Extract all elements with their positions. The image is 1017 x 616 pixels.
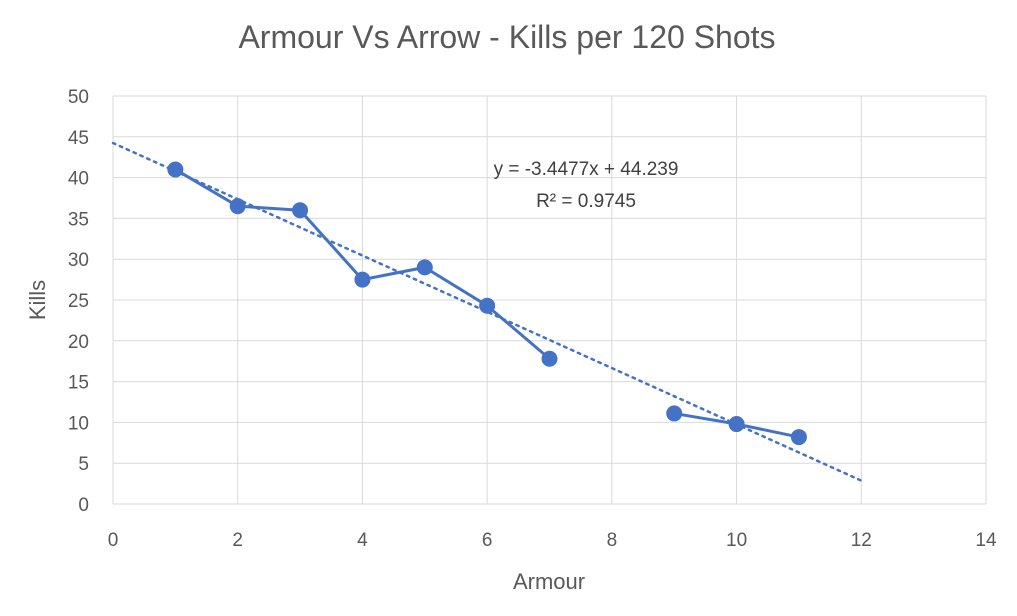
x-tick-label: 6 <box>482 530 493 551</box>
data-point <box>416 259 433 276</box>
x-tick-label: 8 <box>607 530 618 551</box>
trendline-equation: y = -3.4477x + 44.239 <box>494 159 679 180</box>
data-point <box>292 202 309 219</box>
y-tick-label: 20 <box>68 332 89 353</box>
y-tick-label: 10 <box>68 413 89 434</box>
y-tick-label: 0 <box>78 495 89 516</box>
x-tick-label: 2 <box>232 530 243 551</box>
y-tick-label: 5 <box>78 454 89 475</box>
x-tick-label: 4 <box>357 530 368 551</box>
y-tick-label: 15 <box>68 373 89 394</box>
data-point <box>728 416 745 433</box>
y-tick-label: 30 <box>68 250 89 271</box>
y-axis-ticks: 0 5 10 15 20 25 30 35 40 45 50 <box>68 87 89 516</box>
data-point <box>167 161 184 178</box>
y-tick-label: 50 <box>68 87 89 108</box>
data-point <box>541 350 558 367</box>
y-tick-label: 25 <box>68 291 89 312</box>
chart-title: Armour Vs Arrow - Kills per 120 Shots <box>238 19 775 55</box>
data-point <box>354 271 371 288</box>
data-point <box>666 405 683 422</box>
x-tick-label: 0 <box>108 530 119 551</box>
y-tick-label: 35 <box>68 209 89 230</box>
data-point <box>479 297 496 314</box>
data-point <box>790 429 807 446</box>
y-axis-label: Kills <box>25 280 50 320</box>
trendline-r-squared: R² = 0.9745 <box>536 191 636 212</box>
y-tick-label: 45 <box>68 128 89 149</box>
x-axis-label: Armour <box>513 569 585 594</box>
x-tick-label: 10 <box>726 530 747 551</box>
data-point <box>229 198 246 215</box>
gridlines <box>112 95 987 505</box>
y-tick-label: 40 <box>68 169 89 190</box>
x-axis-ticks: 0 2 4 6 8 10 12 14 <box>108 530 997 551</box>
x-tick-label: 14 <box>975 530 997 551</box>
x-tick-label: 12 <box>851 530 872 551</box>
series-group <box>167 161 807 446</box>
